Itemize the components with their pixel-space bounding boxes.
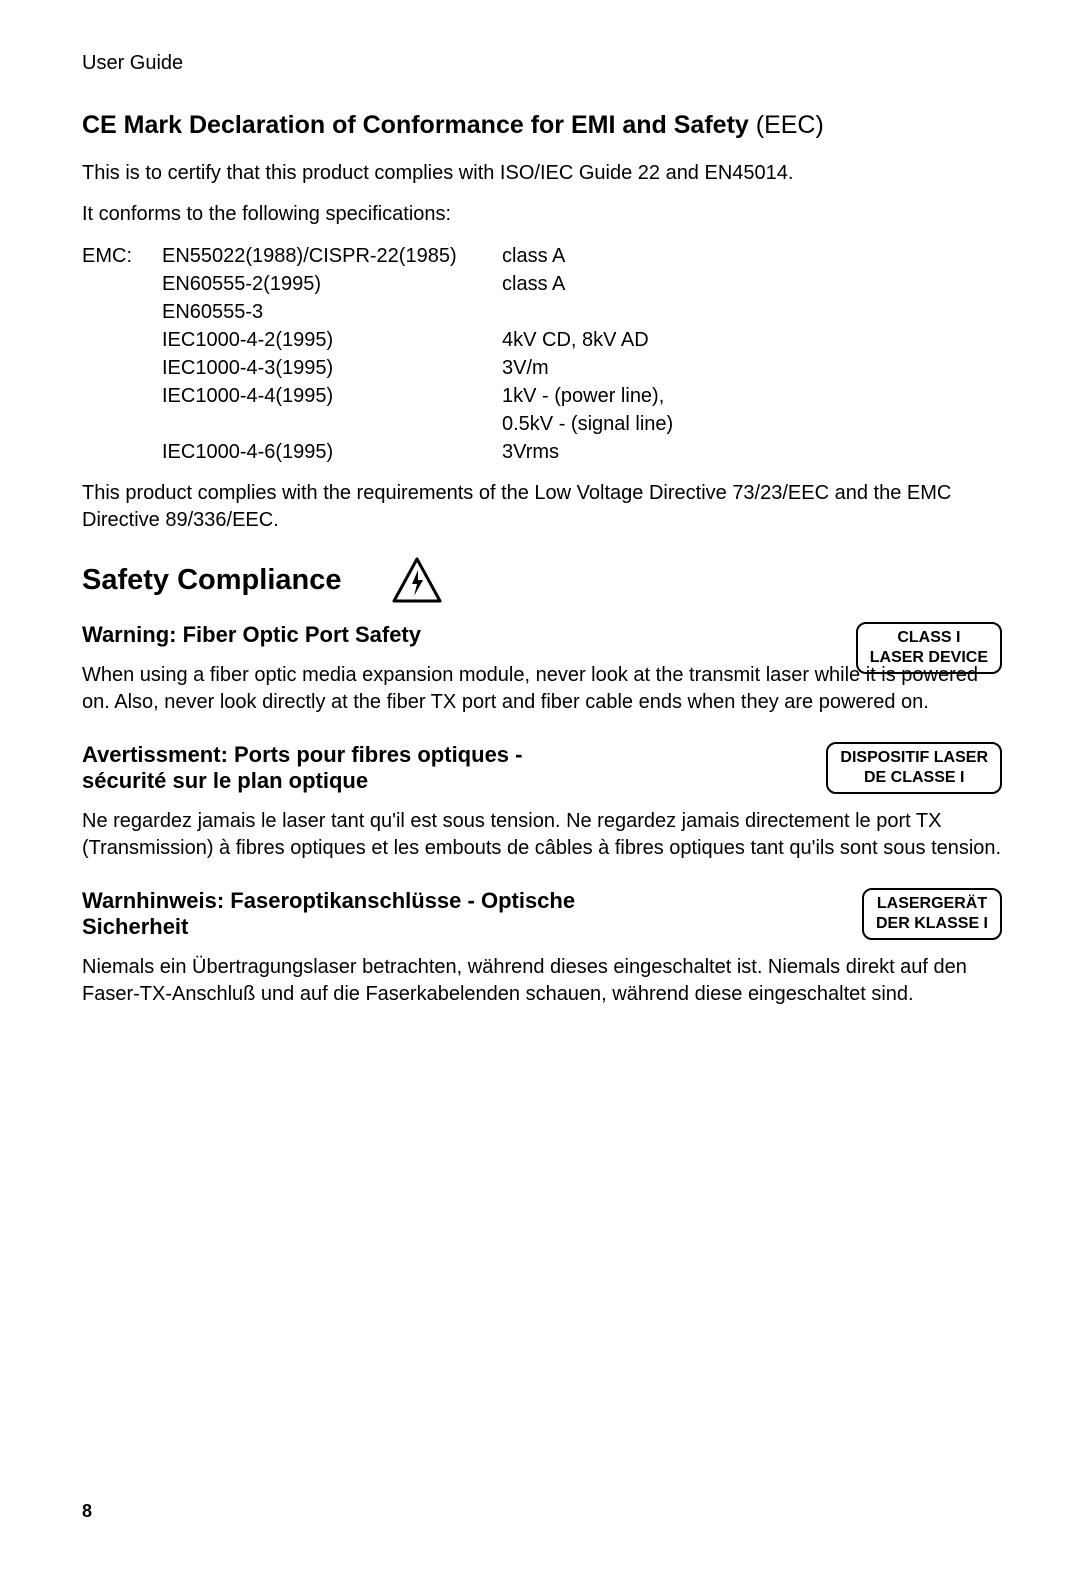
emc-std-3: IEC1000-4-2(1995) — [162, 326, 502, 354]
warning-en: CLASS I LASER DEVICE Warning: Fiber Opti… — [82, 622, 1002, 716]
ce-heading-suffix: (EEC) — [749, 111, 824, 139]
warning-de-title: Warnhinweis: Faseroptikanschlüsse - Opti… — [82, 888, 612, 940]
emc-val-4: 3V/m — [502, 354, 1002, 382]
emc-std-4: IEC1000-4-3(1995) — [162, 354, 502, 382]
ce-intro: This is to certify that this product com… — [82, 160, 1002, 187]
laser-badge-fr: DISPOSITIF LASER DE CLASSE I — [826, 742, 1002, 794]
emc-std-1: EN60555-2(1995) — [162, 270, 502, 298]
ce-footer: This product complies with the requireme… — [82, 480, 1002, 534]
emc-val-6: 3Vrms — [502, 438, 1002, 466]
ce-heading: CE Mark Declaration of Conformance for E… — [82, 111, 1002, 140]
emc-val-3: 4kV CD, 8kV AD — [502, 326, 1002, 354]
emc-val-0: class A — [502, 242, 1002, 270]
laser-badge-de: LASERGERÄT DER KLASSE I — [862, 888, 1002, 940]
page-number: 8 — [82, 1501, 92, 1522]
warning-fr-body: Ne regardez jamais le laser tant qu'il e… — [82, 808, 1002, 862]
emc-val-5: 1kV - (power line), 0.5kV - (signal line… — [502, 382, 1002, 438]
warning-de: LASERGERÄT DER KLASSE I Warnhinweis: Fas… — [82, 888, 1002, 1008]
safety-heading: Safety Compliance — [82, 564, 341, 597]
ce-heading-bold: CE Mark Declaration of Conformance for E… — [82, 111, 749, 139]
warning-fr-title: Avertissment: Ports pour fibres optiques… — [82, 742, 612, 794]
laser-badge-en: CLASS I LASER DEVICE — [856, 622, 1002, 674]
emc-spec-table: EMC: EN55022(1988)/CISPR-22(1985) class … — [82, 242, 1002, 466]
ce-conforms: It conforms to the following specificati… — [82, 201, 1002, 228]
emc-val-2 — [502, 298, 1002, 326]
emc-std-2: EN60555-3 — [162, 298, 502, 326]
electrical-hazard-icon — [391, 556, 443, 604]
emc-std-5: IEC1000-4-4(1995) — [162, 382, 502, 438]
emc-label: EMC: — [82, 242, 162, 270]
safety-heading-row: Safety Compliance — [82, 556, 1002, 604]
emc-std-0: EN55022(1988)/CISPR-22(1985) — [162, 242, 502, 270]
warning-fr: DISPOSITIF LASER DE CLASSE I Avertissmen… — [82, 742, 1002, 862]
warning-de-body: Niemals ein Übertragungslaser betrachten… — [82, 954, 1002, 1008]
emc-val-1: class A — [502, 270, 1002, 298]
emc-std-6: IEC1000-4-6(1995) — [162, 438, 502, 466]
header-label: User Guide — [82, 52, 1002, 75]
warning-en-title: Warning: Fiber Optic Port Safety — [82, 622, 612, 648]
